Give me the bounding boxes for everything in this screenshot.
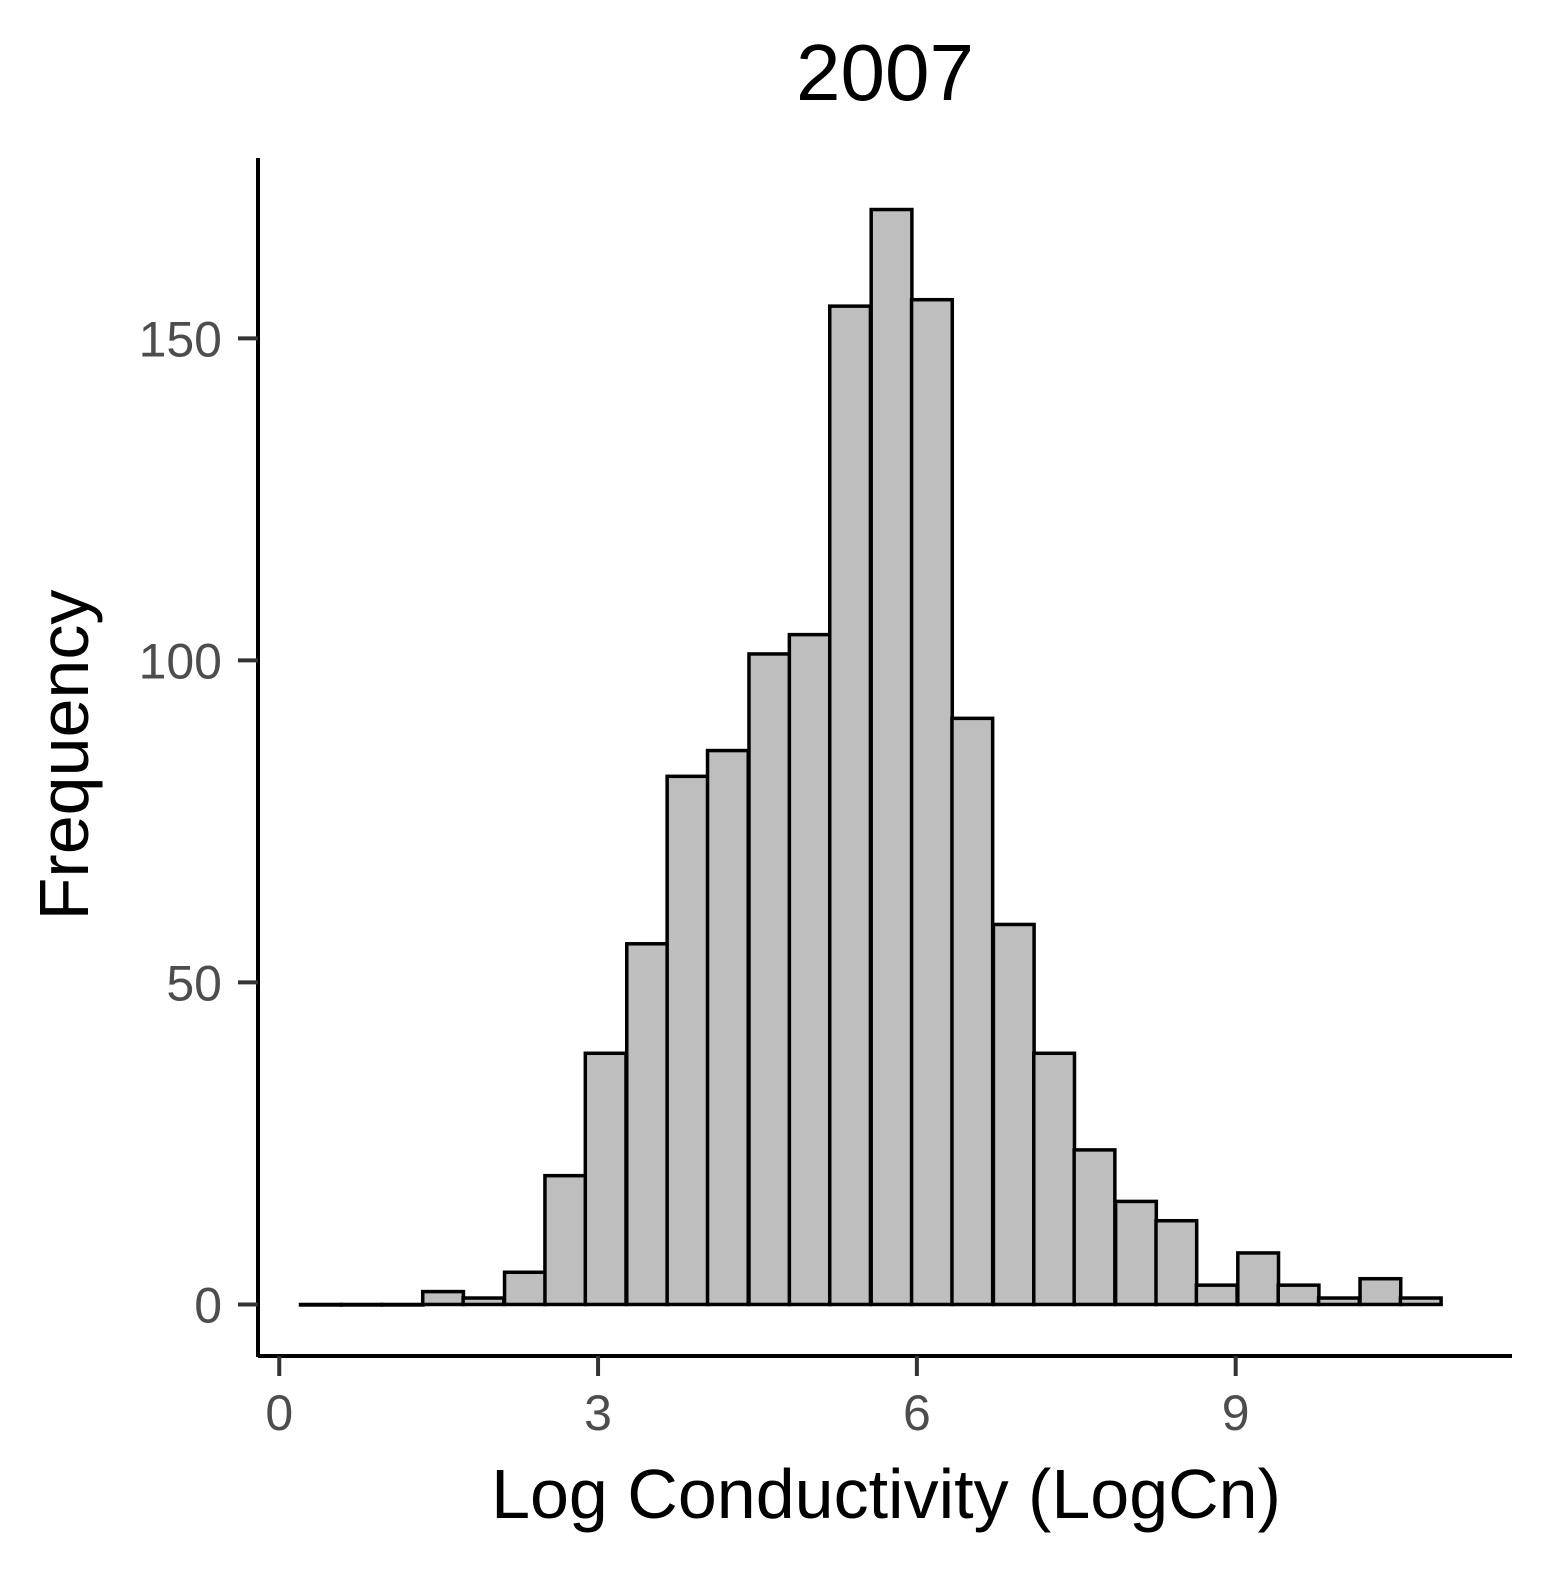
x-tick-label: 0	[265, 1385, 293, 1441]
histogram-bar	[625, 942, 670, 1307]
histogram-bar	[747, 652, 792, 1307]
y-tick-label: 0	[194, 1277, 222, 1333]
chart-title: 2007	[796, 28, 974, 117]
histogram-bar	[1113, 1199, 1159, 1307]
histogram-bar	[339, 1302, 384, 1307]
histogram-bar	[502, 1270, 548, 1307]
histogram-bar	[1358, 1276, 1403, 1307]
histogram-bar	[1154, 1218, 1199, 1307]
histogram-bar	[1032, 1051, 1077, 1307]
histogram-bar	[909, 297, 955, 1307]
histogram-bar	[1276, 1283, 1321, 1307]
histogram-bar	[787, 632, 832, 1307]
histogram-bar	[380, 1302, 425, 1307]
histogram-bar	[420, 1289, 466, 1307]
histogram-bar	[1194, 1283, 1239, 1307]
histogram-bar	[665, 774, 710, 1307]
histogram-bar	[950, 716, 995, 1307]
y-tick-label: 150	[139, 311, 222, 367]
y-axis-title: Frequency	[25, 590, 103, 921]
histogram-bar	[869, 207, 914, 1307]
histogram-bar	[1072, 1148, 1117, 1307]
x-tick-label: 9	[1222, 1385, 1250, 1441]
histogram-bar	[1236, 1251, 1281, 1307]
histogram-bar	[991, 922, 1036, 1307]
histogram-bar	[543, 1173, 588, 1307]
x-axis-title: Log Conductivity (LogCn)	[491, 1455, 1281, 1533]
histogram-bar	[298, 1302, 343, 1307]
histogram-bar	[827, 304, 873, 1307]
y-tick-label: 50	[166, 955, 222, 1011]
y-tick-label: 100	[139, 633, 222, 689]
histogram-bar	[1398, 1296, 1443, 1307]
histogram-bar	[705, 748, 750, 1307]
histogram-bar	[583, 1051, 628, 1307]
histogram-bars	[298, 207, 1443, 1307]
y-axis-ticks: 0 50 100 150	[139, 311, 258, 1333]
histogram-bar	[1316, 1296, 1362, 1307]
x-axis-ticks: 0 3 6 9	[265, 1356, 1250, 1441]
x-tick-label: 6	[903, 1385, 931, 1441]
histogram-bar	[461, 1296, 506, 1307]
x-tick-label: 3	[584, 1385, 612, 1441]
